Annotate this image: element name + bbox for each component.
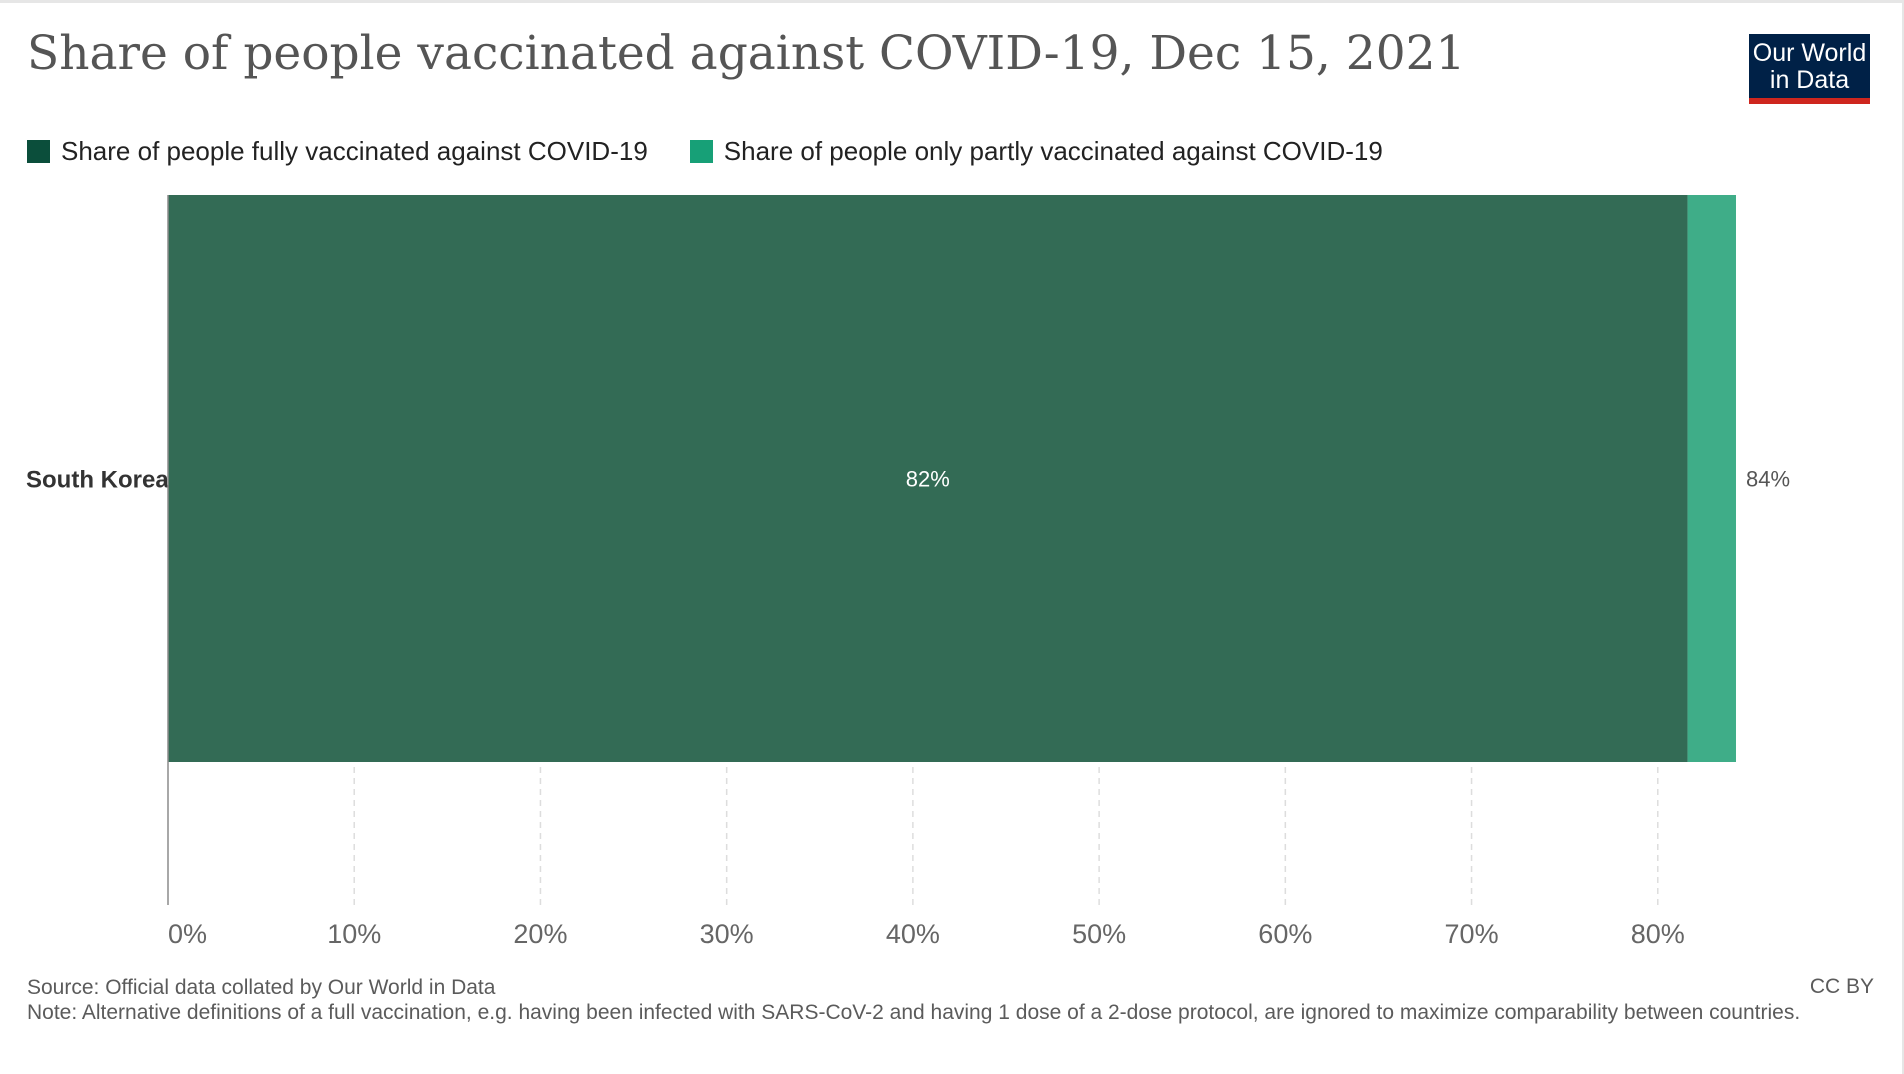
x-tick-label: 80%	[1631, 919, 1685, 949]
x-tick-label: 30%	[700, 919, 754, 949]
bar-full[interactable]	[168, 195, 1688, 762]
x-tick-label: 40%	[886, 919, 940, 949]
x-tick-label: 20%	[513, 919, 567, 949]
segment-value-label: 82%	[906, 467, 950, 492]
license-link[interactable]: CC BY	[1809, 975, 1874, 998]
source-text: Source: Official data collated by Our Wo…	[27, 976, 496, 999]
x-tick-label: 0%	[168, 919, 207, 949]
legend-item-full[interactable]: Share of people fully vaccinated against…	[27, 136, 648, 167]
bar-partial[interactable]	[1687, 195, 1736, 762]
note-text: Note: Alternative definitions of a full …	[27, 1001, 1801, 1024]
x-tick-label: 60%	[1258, 919, 1312, 949]
x-tick-label: 10%	[327, 919, 381, 949]
chart-title: Share of people vaccinated against COVID…	[27, 26, 1466, 81]
legend-swatch-partial	[689, 140, 713, 163]
top-border	[0, 0, 1904, 3]
logo-line-2: in Data	[1769, 66, 1850, 94]
legend-label-full: Share of people fully vaccinated against…	[61, 136, 648, 166]
category-label: South Korea	[26, 467, 169, 494]
right-border	[1902, 0, 1904, 1074]
owid-logo[interactable]: Our World in Data	[1749, 34, 1870, 104]
logo-accent-bar	[1749, 98, 1870, 104]
legend-label-partial: Share of people only partly vaccinated a…	[723, 136, 1383, 166]
x-tick-label: 50%	[1072, 919, 1126, 949]
x-tick-label: 70%	[1445, 919, 1499, 949]
legend-swatch-full	[27, 140, 50, 163]
bar-chart: South Korea 82% 84% 0% 10% 20% 30% 40% 50% 60% 70%…	[26, 195, 1790, 949]
logo-line-1: Our World	[1752, 39, 1867, 67]
legend-item-partial[interactable]: Share of people only partly vaccinated a…	[689, 136, 1383, 167]
footer: Source: Official data collated by Our Wo…	[27, 975, 1807, 1025]
legend: Share of people fully vaccinated against…	[27, 136, 1425, 167]
total-value-label: 84%	[1746, 467, 1790, 492]
